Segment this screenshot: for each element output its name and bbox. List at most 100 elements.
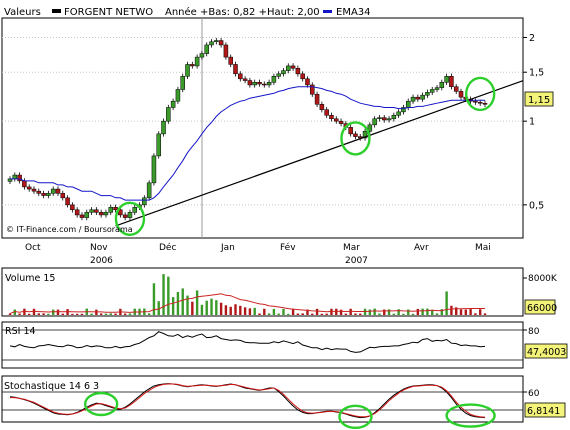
volume-bar bbox=[421, 308, 424, 315]
candle-body bbox=[156, 133, 161, 157]
volume-bar bbox=[167, 276, 170, 315]
candle-body bbox=[36, 190, 42, 194]
candle-body bbox=[391, 115, 397, 120]
volume-bar bbox=[195, 290, 199, 315]
volume-bar bbox=[229, 306, 232, 315]
volume-bar bbox=[243, 307, 247, 315]
volume-bar bbox=[18, 313, 21, 315]
candle-body bbox=[266, 82, 272, 86]
candle-body bbox=[420, 94, 425, 100]
candle-body bbox=[238, 73, 243, 80]
volume-bar bbox=[483, 313, 487, 315]
volume-bar bbox=[392, 313, 396, 315]
candle-body bbox=[348, 127, 353, 135]
ema34-line bbox=[10, 86, 485, 201]
volume-bar bbox=[344, 313, 348, 315]
last-price-box bbox=[524, 91, 554, 107]
volume-bar bbox=[200, 304, 204, 315]
candle-body bbox=[310, 84, 315, 95]
volume-bar bbox=[387, 309, 391, 315]
volume-bar bbox=[224, 305, 228, 315]
x-tick-label: Déc bbox=[159, 242, 176, 253]
volume-bar bbox=[205, 300, 208, 315]
x-tick-label: Jan bbox=[220, 243, 235, 253]
x-tick-label: Mar bbox=[343, 243, 360, 253]
candle-body bbox=[367, 124, 373, 132]
stochastic-slow-line bbox=[10, 383, 486, 418]
candle-body bbox=[324, 109, 329, 116]
volume-bar bbox=[263, 308, 266, 315]
candle-body bbox=[473, 100, 478, 103]
stochastic-last-box bbox=[524, 402, 566, 418]
candle-body bbox=[161, 120, 166, 135]
stochastic-highlight-circles bbox=[83, 391, 496, 429]
x-tick-label: Mai bbox=[475, 243, 491, 253]
volume-last-box bbox=[524, 299, 556, 315]
price-panel-frame bbox=[1, 17, 524, 239]
candle-body bbox=[199, 53, 205, 58]
volume-panel-frame bbox=[1, 267, 524, 317]
candle-body bbox=[218, 40, 224, 46]
volume-bar bbox=[431, 309, 434, 315]
volume-bar bbox=[402, 313, 405, 315]
candle-body bbox=[65, 197, 70, 206]
volume-bar bbox=[287, 313, 290, 315]
volume-bar bbox=[27, 313, 31, 315]
candle-body bbox=[353, 133, 358, 137]
volume-bar bbox=[455, 307, 458, 315]
volume-bar bbox=[282, 308, 285, 315]
candle-body bbox=[223, 44, 229, 58]
volume-bar bbox=[47, 313, 50, 315]
x-tick-label: Oct bbox=[25, 243, 41, 253]
volume-bar bbox=[311, 313, 314, 315]
volume-bar bbox=[181, 288, 184, 315]
stochastic-title: Stochastique 14 6 3 bbox=[4, 381, 99, 392]
volume-bar bbox=[277, 313, 280, 315]
volume-bar bbox=[239, 305, 242, 315]
candle-body bbox=[41, 193, 46, 196]
volume-bar bbox=[248, 308, 252, 315]
volume-bar bbox=[234, 304, 237, 315]
volume-bar bbox=[104, 313, 108, 315]
candle-body bbox=[89, 209, 94, 213]
volume-bar bbox=[296, 313, 300, 315]
price-y-tick-label: 0,5 bbox=[529, 200, 544, 211]
candle-body bbox=[166, 107, 171, 122]
rsi-last-label: 47,4003 bbox=[527, 347, 566, 358]
volume-bar bbox=[474, 313, 477, 315]
candle-body bbox=[194, 56, 200, 67]
candle-body bbox=[74, 209, 80, 216]
candle-body bbox=[209, 41, 214, 46]
volume-bar bbox=[152, 283, 156, 315]
candle-body bbox=[113, 207, 118, 211]
volume-bar bbox=[359, 313, 362, 315]
candle-body bbox=[26, 186, 32, 190]
volume-panel: Volume 15 8000K 66000 bbox=[1, 267, 558, 317]
volume-bar bbox=[42, 313, 45, 315]
volume-bar bbox=[215, 300, 218, 315]
candle-body bbox=[425, 92, 430, 96]
volume-bar bbox=[464, 309, 468, 315]
volume-bar bbox=[378, 313, 381, 315]
volume-bar bbox=[128, 313, 132, 315]
candle-body bbox=[214, 40, 219, 43]
volume-bar bbox=[191, 301, 194, 315]
legend-prefix: Valeurs bbox=[4, 7, 41, 18]
legend-stats: Année +Bas: 0,82 +Haut: 2,00 bbox=[165, 6, 320, 18]
candle-body bbox=[257, 82, 262, 85]
volume-bar bbox=[459, 309, 463, 315]
rsi-panel-frame bbox=[1, 321, 524, 369]
rsi-panel: RSI 14 80 47,4003 bbox=[1, 321, 568, 369]
x-year-label: 2007 bbox=[345, 256, 368, 266]
candle-body bbox=[204, 44, 209, 54]
candle-body bbox=[170, 100, 176, 108]
candle-body bbox=[334, 118, 339, 122]
volume-bar bbox=[373, 308, 376, 315]
volume-bar bbox=[99, 313, 103, 315]
candle-body bbox=[79, 214, 85, 218]
volume-bar bbox=[301, 313, 304, 315]
candle-body bbox=[146, 182, 152, 199]
candle-body bbox=[252, 82, 257, 86]
candle-body bbox=[410, 96, 416, 102]
volume-bar bbox=[147, 313, 151, 315]
